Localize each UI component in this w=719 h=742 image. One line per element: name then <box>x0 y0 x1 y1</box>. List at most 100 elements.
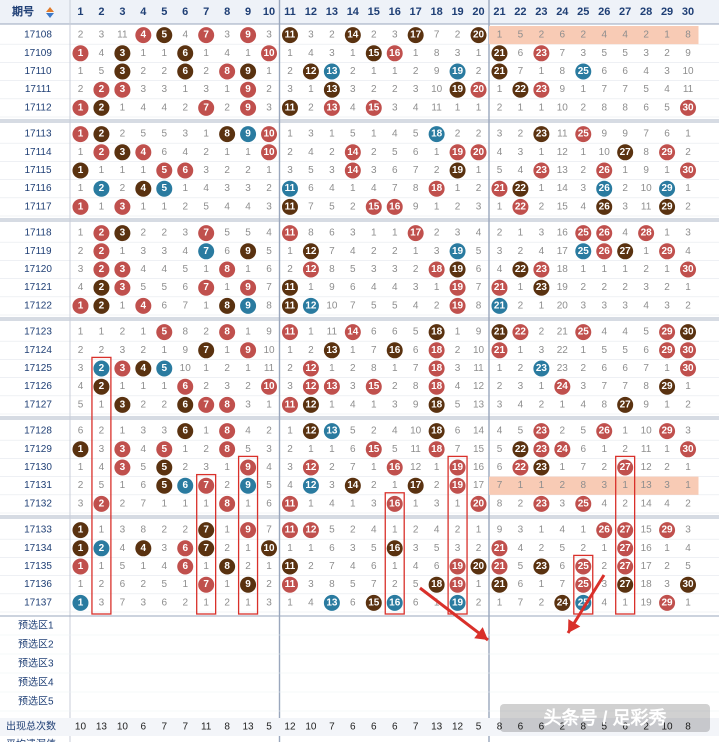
number-ball-8 <box>219 261 236 278</box>
omission-value: 7 <box>392 183 398 194</box>
ball-label-8: 8 <box>224 561 230 572</box>
number-ball-27 <box>617 144 634 161</box>
ball-label-10: 10 <box>263 48 275 59</box>
period-label-17122: 17122 <box>24 300 52 311</box>
omission-value: 2 <box>350 201 356 212</box>
omission-value: 5 <box>99 480 105 491</box>
omission-value: 2 <box>685 201 691 212</box>
ball-label-5: 5 <box>161 30 167 41</box>
ball-label-27: 27 <box>620 399 632 410</box>
omission-value: 1 <box>580 84 586 95</box>
number-ball-7 <box>198 540 215 557</box>
number-ball-6 <box>177 396 194 413</box>
ball-label-18: 18 <box>431 183 443 194</box>
omission-value: 1 <box>497 597 503 608</box>
omission-value: 7 <box>643 363 649 374</box>
number-ball-19 <box>449 477 466 494</box>
total-count-22: 6 <box>518 722 524 733</box>
number-ball-7 <box>198 279 215 296</box>
omission-value: 2 <box>413 66 419 77</box>
omission-value: 5 <box>350 264 356 275</box>
omission-value: 1 <box>685 129 691 140</box>
total-count-10: 5 <box>266 722 272 733</box>
omission-value: 1 <box>329 129 335 140</box>
omission-value: 1 <box>308 282 314 293</box>
ball-label-19: 19 <box>452 579 464 590</box>
ball-label-13: 13 <box>326 345 338 356</box>
number-ball-8 <box>219 495 236 512</box>
omission-value: 1 <box>392 561 398 572</box>
number-ball-29 <box>659 378 676 395</box>
number-ball-26 <box>596 423 613 440</box>
omission-value: 4 <box>308 147 314 158</box>
omission-value: 3 <box>266 102 272 113</box>
omission-value: 3 <box>203 462 209 473</box>
column-header-14: 14 <box>347 6 360 18</box>
omission-value: 3 <box>643 48 649 59</box>
number-ball-30 <box>680 162 697 179</box>
omission-value: 2 <box>245 165 251 176</box>
omission-value: 6 <box>413 147 419 158</box>
omission-value: 5 <box>392 300 398 311</box>
omission-value: 1 <box>120 300 126 311</box>
number-ball-28 <box>638 225 655 242</box>
omission-value: 2 <box>78 30 84 41</box>
column-header-3: 3 <box>119 6 125 18</box>
omission-value: 9 <box>266 327 272 338</box>
omission-value: 3 <box>643 282 649 293</box>
omission-value: 1 <box>203 561 209 572</box>
ball-label-25: 25 <box>578 327 590 338</box>
omission-value: 2 <box>580 102 586 113</box>
ball-label-23: 23 <box>536 48 548 59</box>
ball-label-12: 12 <box>305 480 317 491</box>
omission-value: 4 <box>182 246 188 257</box>
ball-label-5: 5 <box>161 462 167 473</box>
omission-value: 15 <box>473 444 485 455</box>
ball-label-1: 1 <box>78 525 84 536</box>
ball-label-5: 5 <box>161 480 167 491</box>
omission-value: 2 <box>371 147 377 158</box>
ball-label-23: 23 <box>536 444 548 455</box>
total-count-23: 6 <box>539 722 545 733</box>
omission-value: 6 <box>350 282 356 293</box>
omission-value: 4 <box>350 102 356 113</box>
omission-value: 2 <box>371 84 377 95</box>
ball-label-13: 13 <box>326 426 338 437</box>
ball-label-8: 8 <box>224 426 230 437</box>
omission-value: 4 <box>371 183 377 194</box>
omission-value: 5 <box>141 462 147 473</box>
omission-value: 12 <box>473 381 485 392</box>
omission-value: 4 <box>685 543 691 554</box>
ball-label-21: 21 <box>494 561 506 572</box>
number-ball-5 <box>156 27 173 44</box>
ball-label-20: 20 <box>473 84 485 95</box>
period-label-17137: 17137 <box>24 597 52 608</box>
omission-value: 5 <box>664 102 670 113</box>
omission-value: 7 <box>350 300 356 311</box>
omission-value: 4 <box>392 129 398 140</box>
ball-label-13: 13 <box>326 102 338 113</box>
omission-value: 2 <box>224 102 230 113</box>
omission-value: 2 <box>287 264 293 275</box>
number-ball-25 <box>575 594 592 611</box>
column-header-26: 26 <box>598 6 610 18</box>
ball-label-29: 29 <box>662 183 674 194</box>
ball-label-27: 27 <box>620 246 632 257</box>
number-ball-6 <box>177 423 194 440</box>
omission-value: 1 <box>161 201 167 212</box>
omission-value: 1 <box>685 480 691 491</box>
number-ball-9 <box>240 63 257 80</box>
omission-value: 3 <box>329 165 335 176</box>
omission-value: 3 <box>560 498 566 509</box>
omission-value: 3 <box>434 246 440 257</box>
ball-label-6: 6 <box>182 399 188 410</box>
omission-value: 2 <box>455 30 461 41</box>
omission-value: 2 <box>497 228 503 239</box>
omission-value: 3 <box>601 300 607 311</box>
number-ball-26 <box>596 243 613 260</box>
number-ball-22 <box>512 198 529 215</box>
omission-value: 4 <box>560 525 566 536</box>
omission-value: 3 <box>455 48 461 59</box>
omission-value: 4 <box>329 183 335 194</box>
omission-value: 3 <box>120 525 126 536</box>
